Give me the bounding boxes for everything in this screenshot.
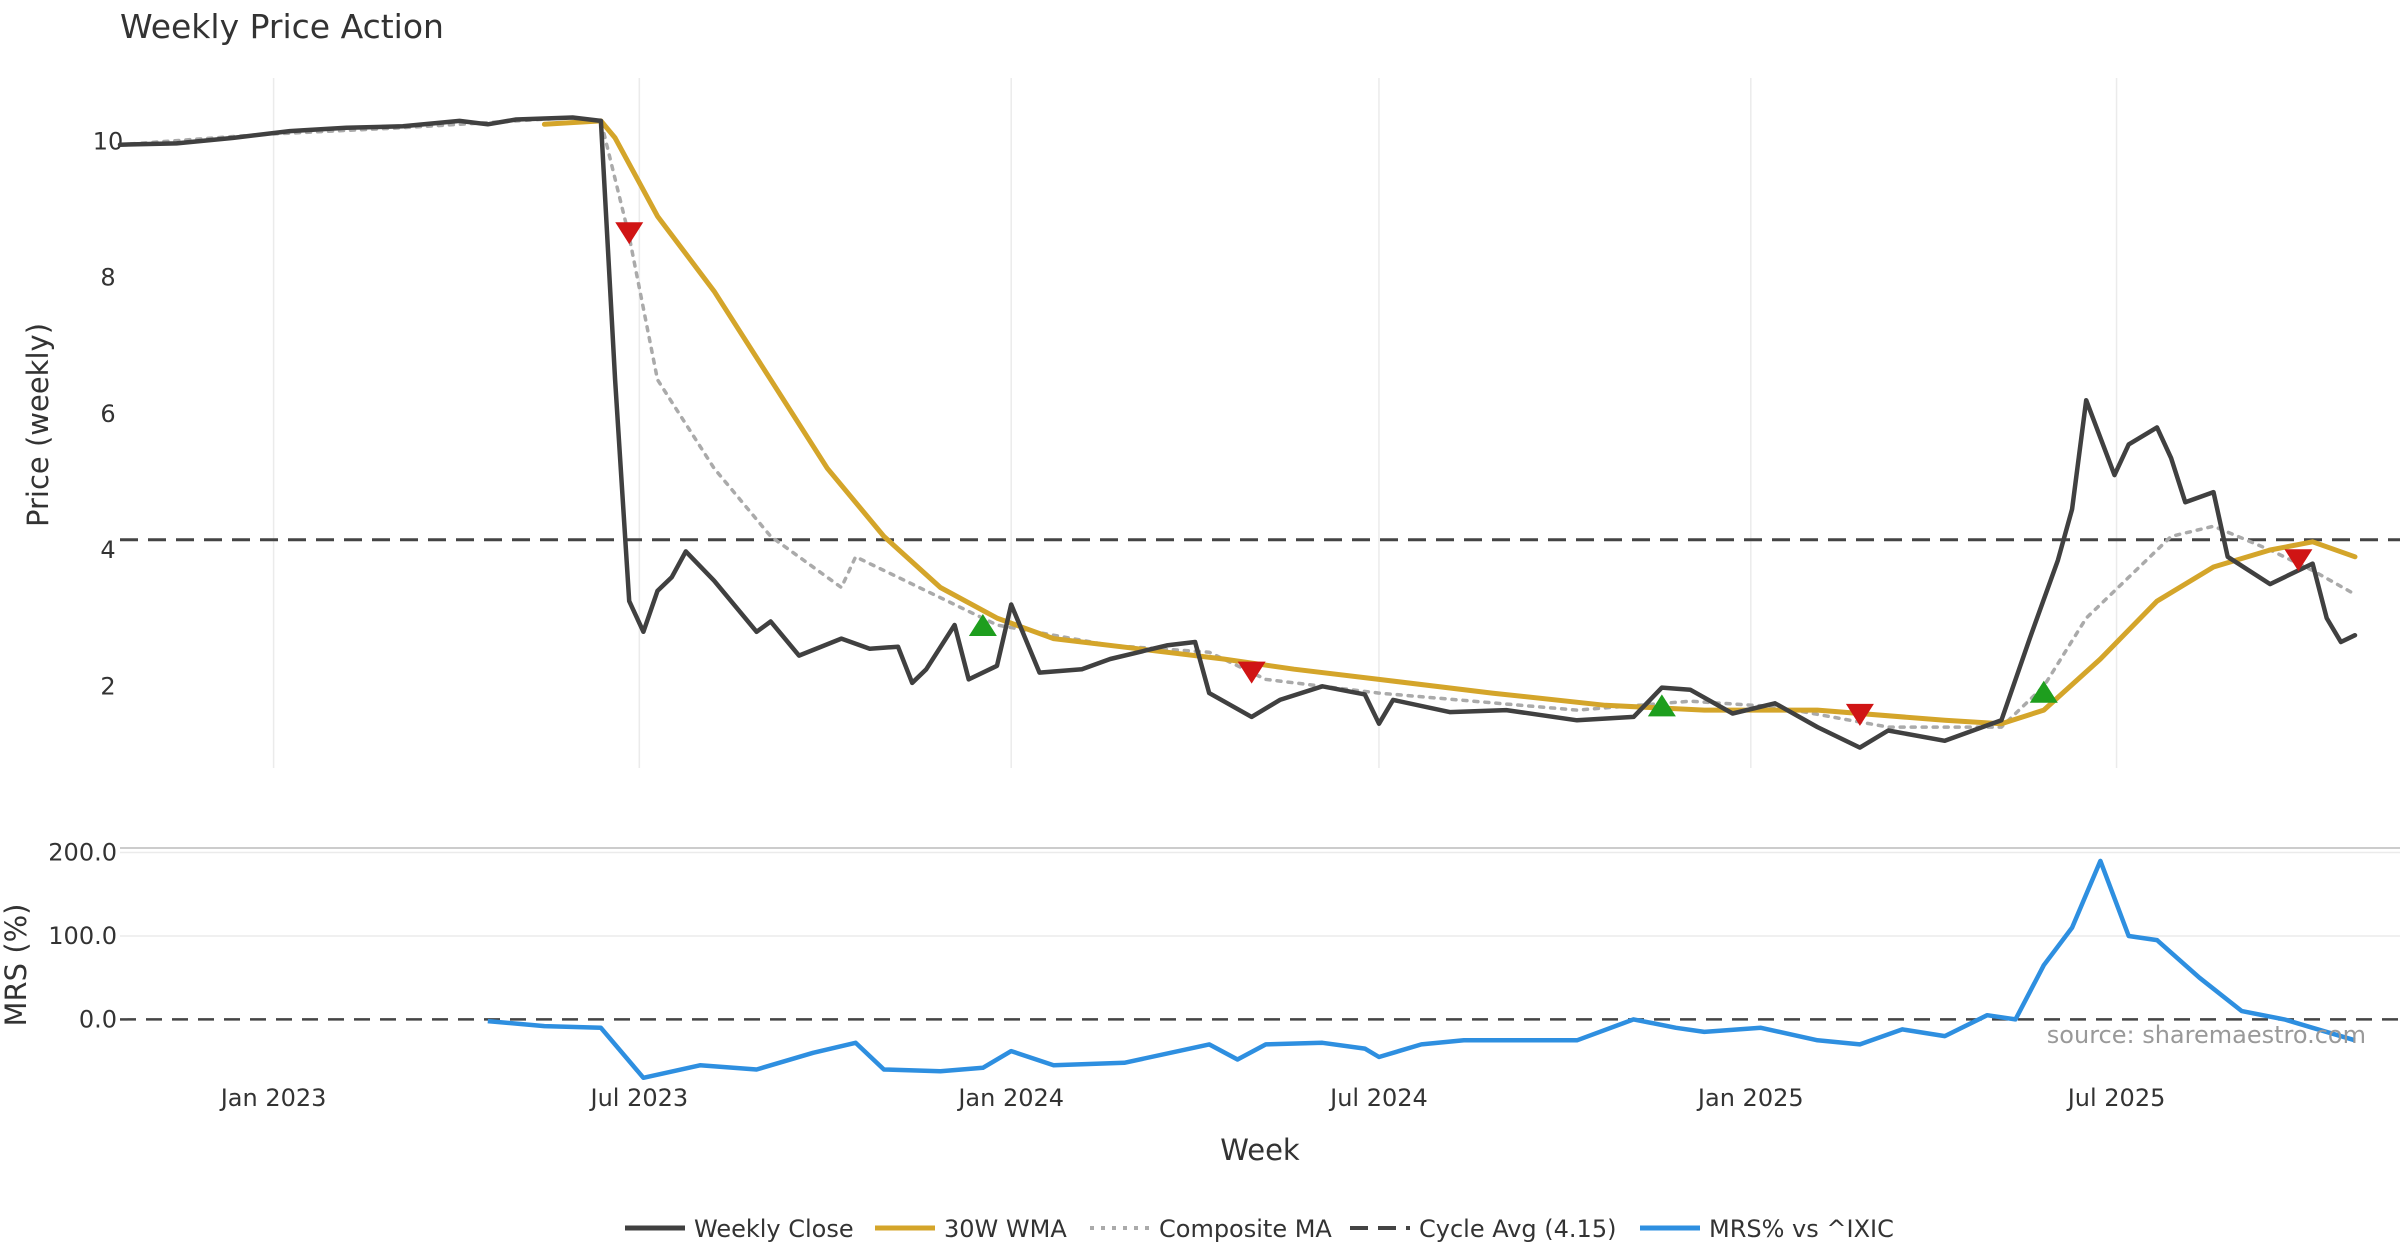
y-tick-label: 10 — [93, 127, 124, 155]
composite-ma-line — [118, 115, 2357, 729]
y-tick-label: 2 — [100, 672, 115, 700]
mrs-tick-label: 100.0 — [48, 922, 117, 950]
bottom-gridlines — [120, 851, 2400, 937]
x-tick-label: Jan 2024 — [956, 1084, 1064, 1112]
bottom-y-ticks: 0.0 100.0 200.0 — [48, 839, 117, 1034]
x-tick-label: Jan 2025 — [1696, 1084, 1804, 1112]
x-tick-label: Jan 2023 — [219, 1084, 327, 1112]
y-tick-label: 4 — [100, 536, 115, 564]
legend-label: Weekly Close — [694, 1215, 854, 1243]
legend-label: MRS% vs ^IXIC — [1709, 1215, 1894, 1243]
buy-signal-marker — [968, 613, 997, 636]
sell-signal-marker — [2284, 549, 2313, 572]
x-tick-labels: Jan 2023 Jul 2023 Jan 2024 Jul 2024 Jan 2025… — [219, 1084, 2166, 1112]
chart-title: Weekly Price Action — [120, 7, 444, 46]
sell-signal-marker — [1237, 661, 1266, 684]
x-tick-label: Jul 2023 — [589, 1084, 689, 1112]
buy-signal-marker — [1647, 694, 1676, 717]
x-axis-title: Week — [1220, 1133, 1300, 1167]
y-tick-label: 6 — [100, 400, 115, 428]
bottom-y-axis-title: MRS (%) — [0, 904, 33, 1027]
top-y-axis-title: Price (weekly) — [21, 323, 55, 527]
signal-markers — [615, 222, 2313, 726]
x-tick-label: Jul 2024 — [1328, 1084, 1428, 1112]
y-tick-label: 8 — [100, 264, 115, 292]
sell-signal-marker — [615, 222, 644, 245]
legend: Weekly Close 30W WMA Composite MA Cycle Avg… — [625, 1215, 1894, 1243]
top-gridlines — [272, 78, 2118, 768]
legend-label: 30W WMA — [944, 1215, 1067, 1243]
x-tick-label: Jul 2025 — [2066, 1084, 2166, 1112]
legend-label: Cycle Avg (4.15) — [1419, 1215, 1616, 1243]
price-series — [117, 115, 2358, 750]
weekly-close-line — [117, 115, 2358, 750]
source-note: source: sharemaestro.com — [2047, 1021, 2366, 1049]
mrs-tick-label: 200.0 — [48, 839, 117, 867]
mrs-tick-label: 0.0 — [79, 1005, 117, 1033]
sell-signal-marker — [1845, 703, 1874, 726]
wma-30w-line — [541, 118, 2358, 727]
mrs-line — [487, 858, 2356, 1081]
top-y-ticks: 2 4 6 8 10 — [93, 127, 124, 700]
buy-signal-marker — [2029, 680, 2058, 703]
legend-label: Composite MA — [1159, 1215, 1332, 1243]
mrs-series — [487, 858, 2356, 1081]
